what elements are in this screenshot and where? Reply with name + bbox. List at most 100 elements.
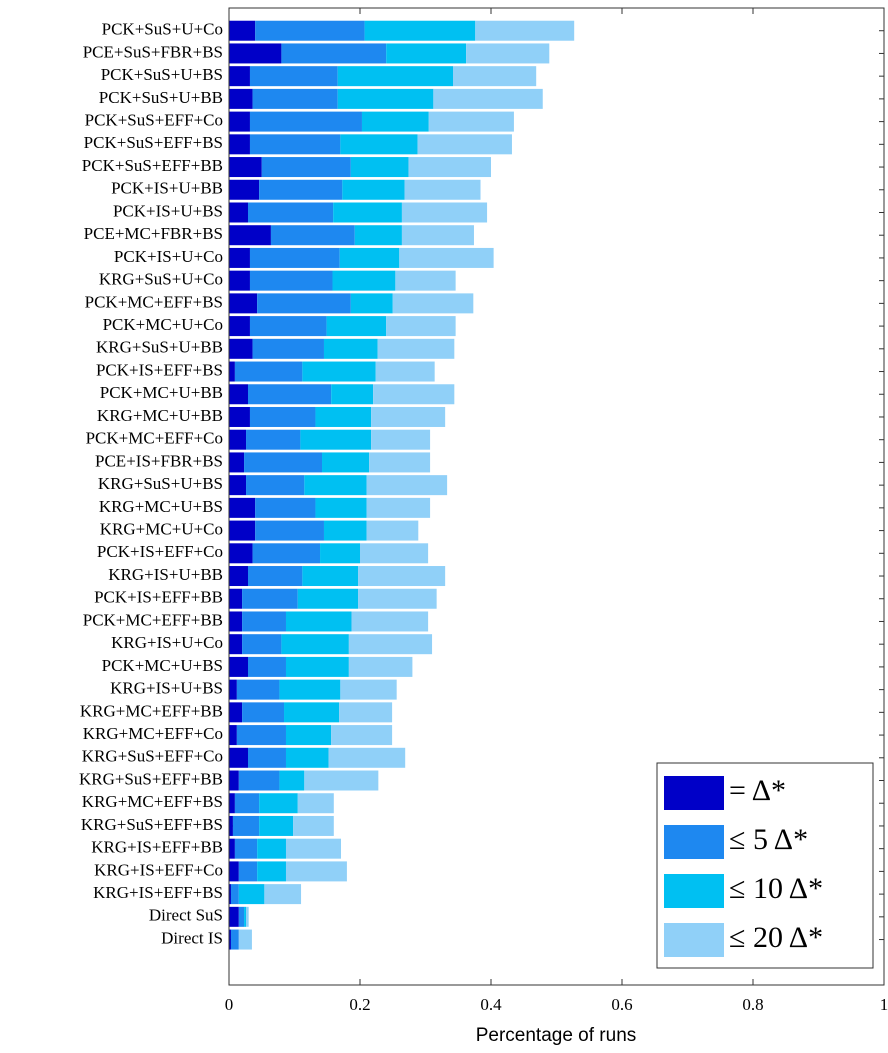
bar-segment	[229, 793, 235, 814]
y-tick-label: PCK+IS+U+BS	[113, 201, 223, 220]
bar-segment	[247, 656, 286, 677]
bar-segment	[361, 111, 429, 132]
bar-segment	[249, 406, 316, 427]
y-tick-label: PCE+IS+FBR+BS	[95, 451, 223, 470]
bar-segment	[229, 770, 239, 791]
bar-segment	[249, 316, 327, 337]
bar-segment	[229, 43, 282, 64]
bar-segment	[249, 66, 338, 87]
bar-segment	[315, 497, 367, 518]
bar-segment	[229, 134, 250, 155]
bar-segment	[229, 20, 256, 41]
bar-segment	[249, 270, 333, 291]
bar-segment	[360, 543, 429, 564]
y-tick-label: PCK+MC+EFF+BB	[83, 610, 223, 629]
bar-segment	[375, 361, 435, 382]
bar-segment	[417, 134, 512, 155]
bar-segment	[259, 793, 298, 814]
bar-segment	[242, 634, 282, 655]
y-tick-label: KRG+MC+EFF+BB	[80, 701, 223, 720]
bar-segment	[229, 520, 256, 541]
bar-segment	[247, 566, 303, 587]
bar-segment	[348, 656, 413, 677]
y-tick-label: PCK+IS+U+BB	[111, 179, 223, 198]
x-tick-label: 0	[225, 995, 234, 1014]
bar-segment	[229, 384, 248, 405]
bar-segment	[466, 43, 550, 64]
legend-swatch	[664, 874, 724, 908]
bar-segment	[229, 679, 237, 700]
bar-segment	[300, 429, 372, 450]
legend-label: = Δ*	[729, 774, 786, 807]
bar-segment	[392, 293, 474, 314]
y-tick-label: Direct SuS	[149, 906, 223, 925]
bar-segment	[230, 929, 239, 950]
y-tick-label: PCK+SuS+U+BS	[101, 65, 223, 84]
y-tick-label: PCK+SuS+EFF+BS	[84, 133, 223, 152]
bar-segment	[255, 497, 316, 518]
bar-segment	[293, 815, 334, 836]
x-tick-label: 0.2	[349, 995, 370, 1014]
bar-segment	[252, 338, 324, 359]
bar-segment	[229, 702, 243, 723]
bar-segment	[304, 770, 379, 791]
bar-segment	[395, 270, 456, 291]
bar-segment	[229, 634, 243, 655]
bar-segment	[351, 611, 429, 632]
bar-segment	[331, 725, 393, 746]
bar-segment	[285, 747, 329, 768]
bar-segment	[304, 475, 367, 496]
bar-segment	[247, 202, 334, 223]
bar-segment	[350, 157, 409, 178]
y-tick-label: KRG+SuS+EFF+Co	[82, 747, 223, 766]
bar-segment	[373, 384, 455, 405]
y-tick-label: KRG+SuS+U+Co	[99, 270, 223, 289]
y-tick-label: KRG+MC+U+Co	[100, 519, 223, 538]
bar-segment	[350, 293, 393, 314]
bar-segment	[371, 406, 446, 427]
bar-segment	[238, 884, 265, 905]
bar-segment	[229, 611, 243, 632]
bar-segment	[232, 815, 260, 836]
bar-segment	[337, 66, 454, 87]
y-tick-label: PCK+IS+U+Co	[114, 247, 223, 266]
x-tick-label: 0.8	[742, 995, 763, 1014]
bar-segment	[244, 452, 323, 473]
bar-segment	[234, 838, 258, 859]
y-tick-label: KRG+SuS+U+BB	[96, 338, 223, 357]
y-tick-label: PCK+IS+EFF+Co	[97, 542, 223, 561]
bar-segment	[358, 566, 446, 587]
legend-swatch	[664, 923, 724, 957]
bar-segment	[264, 884, 302, 905]
x-tick-label: 0.4	[480, 995, 502, 1014]
bar-segment	[246, 906, 249, 927]
y-tick-label: KRG+SuS+U+BS	[98, 474, 223, 493]
bar-segment	[342, 179, 405, 200]
bar-segment	[326, 316, 387, 337]
bar-segment	[371, 429, 431, 450]
bar-segment	[320, 543, 360, 564]
bar-segment	[229, 247, 250, 268]
bar-segment	[453, 66, 537, 87]
bar-segment	[247, 384, 332, 405]
bar-segment	[229, 270, 250, 291]
x-tick-label: 0.6	[611, 995, 632, 1014]
bar-segment	[230, 884, 239, 905]
y-tick-label: KRG+MC+EFF+Co	[83, 724, 223, 743]
y-tick-label: PCK+MC+EFF+Co	[86, 429, 223, 448]
bar-segment	[229, 429, 247, 450]
y-tick-label: PCK+SuS+U+BB	[99, 88, 223, 107]
y-tick-label: KRG+IS+U+Co	[111, 633, 223, 652]
bar-segment	[322, 452, 370, 473]
bar-segment	[229, 497, 256, 518]
bar-segment	[302, 566, 359, 587]
y-tick-label: KRG+SuS+EFF+BS	[81, 815, 223, 834]
bar-segment	[408, 157, 491, 178]
bar-segment	[285, 725, 332, 746]
bar-segment	[249, 134, 341, 155]
bar-segment	[348, 634, 433, 655]
bar-segment	[354, 225, 402, 246]
y-tick-label: KRG+IS+U+BS	[110, 679, 223, 698]
bar-segment	[229, 406, 250, 427]
bar-segment	[340, 134, 418, 155]
